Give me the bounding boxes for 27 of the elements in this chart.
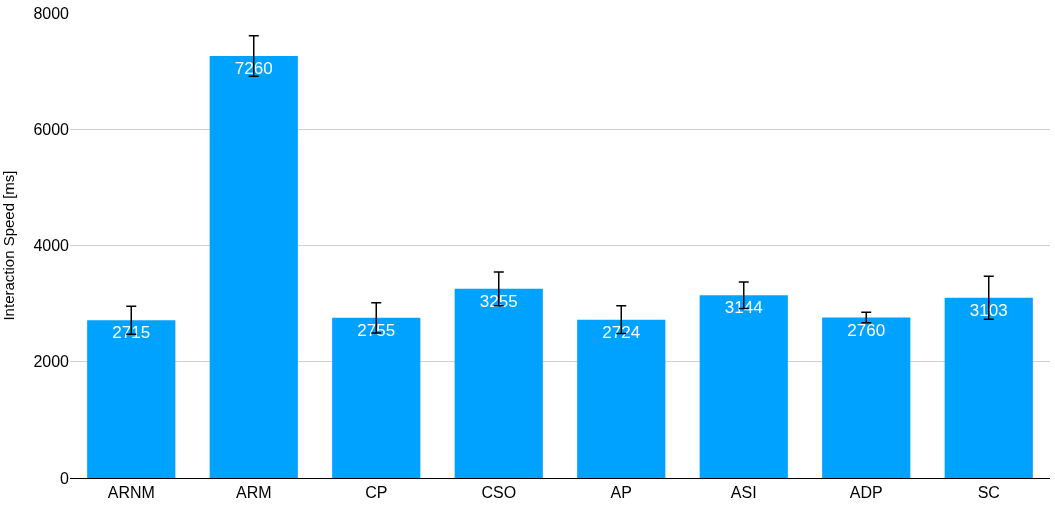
x-tick-label: SC xyxy=(977,484,1000,502)
x-tick-label: ASI xyxy=(730,484,757,502)
y-tick-label: 8000 xyxy=(33,4,70,22)
bar xyxy=(332,317,421,478)
x-tick-label: ARNM xyxy=(107,484,155,502)
bar xyxy=(87,320,176,478)
data-label: 2724 xyxy=(602,322,641,342)
bar xyxy=(209,56,298,478)
bar xyxy=(454,288,543,478)
data-label: 3144 xyxy=(724,298,763,318)
x-tick-label: ARM xyxy=(235,484,272,502)
bar xyxy=(699,295,788,478)
x-tick-label: CSO xyxy=(481,484,517,502)
bar xyxy=(944,297,1033,478)
y-tick-label: 4000 xyxy=(33,237,70,255)
x-tick-label: AP xyxy=(610,484,632,502)
x-tick-label: ADP xyxy=(849,484,883,502)
data-label: 2760 xyxy=(847,320,886,340)
y-tick-label: 6000 xyxy=(33,120,70,138)
bar xyxy=(577,319,666,478)
x-tick-label: CP xyxy=(365,484,388,502)
data-label: 2715 xyxy=(112,323,151,343)
y-tick-label: 2000 xyxy=(33,353,70,371)
y-tick-label: 0 xyxy=(60,469,70,487)
y-axis-title: Interaction Speed [ms] xyxy=(0,170,17,321)
data-label: 2755 xyxy=(357,320,396,340)
bar xyxy=(822,317,911,478)
